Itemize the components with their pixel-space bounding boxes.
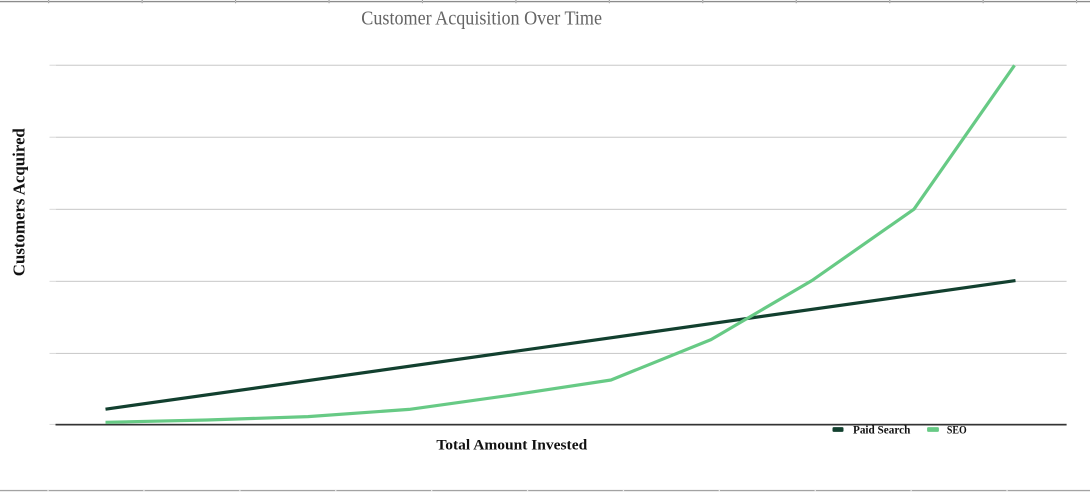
svg-text:Customers Acquired: Customers Acquired xyxy=(10,128,29,277)
svg-text:Customer Acquisition Over Time: Customer Acquisition Over Time xyxy=(361,8,602,30)
svg-text:Total Amount Invested: Total Amount Invested xyxy=(436,438,587,454)
svg-text:SEO: SEO xyxy=(947,424,967,436)
svg-text:Paid Search: Paid Search xyxy=(853,424,911,436)
